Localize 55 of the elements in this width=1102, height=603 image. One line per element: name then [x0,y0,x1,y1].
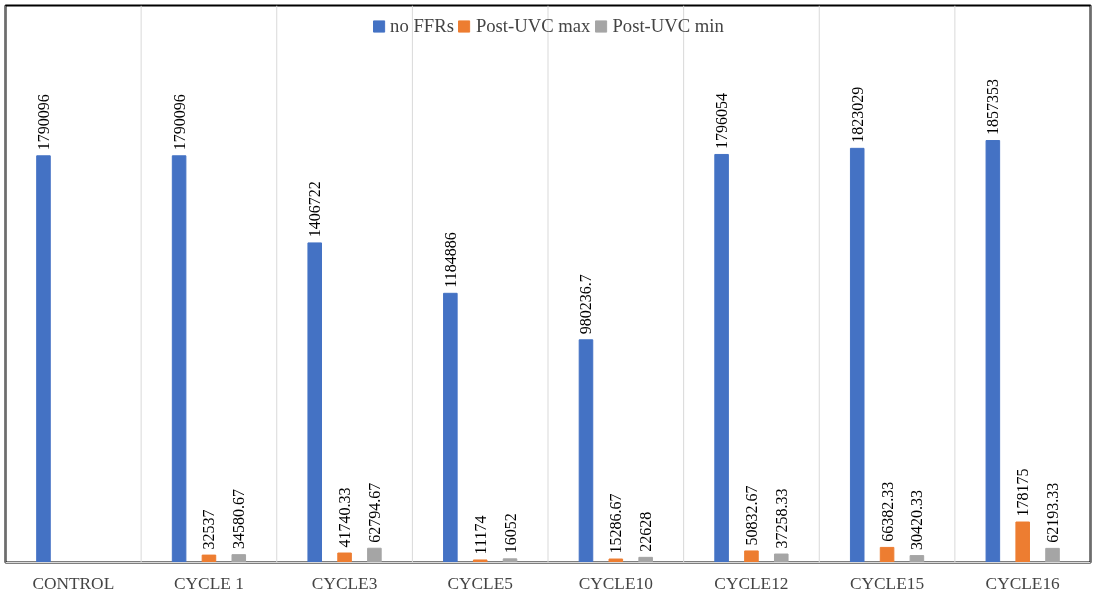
data-label: 34580.67 [230,489,248,550]
data-label: 32537 [200,509,218,550]
bar [171,155,187,563]
data-label: 15286.67 [607,493,625,554]
x-tick-label: CYCLE15 [850,573,925,593]
x-tick-label: CYCLE10 [578,573,653,593]
bar [909,555,925,563]
x-tick-label: CYCLE3 [311,573,378,593]
bar [502,558,518,563]
legend-label: no FFRs [390,15,454,37]
data-label: 1823029 [848,86,866,143]
x-tick-label: CYCLE 1 [174,573,244,593]
bar [472,559,488,563]
bar [201,554,217,563]
bar [1015,521,1030,563]
bar [849,147,865,563]
bar [337,552,352,563]
bar [638,556,653,563]
data-label: 1857353 [984,78,1002,135]
bar [443,292,458,563]
data-label: 1184886 [441,232,459,288]
x-tick-label: CYCLE12 [714,573,789,593]
data-label: 178175 [1014,468,1032,517]
data-label: 1790096 [34,94,52,151]
data-label: 50832.67 [742,485,760,546]
bar [608,558,624,563]
data-label: 41740.33 [336,487,354,548]
data-label: 37258.33 [772,488,790,549]
data-label: 30420.33 [908,490,926,551]
x-tick-label: CYCLE16 [985,573,1061,593]
bar [578,339,594,563]
bar [231,554,247,563]
bar [714,153,729,563]
bar [879,546,895,563]
data-label: 1796054 [713,92,731,149]
bar [985,140,1001,563]
x-tick-label: CONTROL [32,573,115,593]
data-label: 62193.33 [1044,482,1062,543]
data-label: 16052 [501,513,519,554]
bar [307,242,323,563]
bar [1045,547,1060,563]
x-tick-label: CYCLE5 [447,573,513,593]
data-label: 980236.7 [577,274,595,335]
data-label: 1790096 [170,94,188,151]
data-label: 11174 [471,515,489,555]
bar [36,155,51,563]
bar [744,550,759,563]
bar [773,553,789,563]
data-label: 1406722 [306,181,324,238]
data-label: 62794.67 [365,482,383,543]
data-label: 66382.33 [878,481,896,542]
legend-label: Post-UVC max [475,15,591,37]
bar [367,547,382,563]
legend-label: Post-UVC min [612,15,724,37]
data-label: 22628 [637,511,655,552]
